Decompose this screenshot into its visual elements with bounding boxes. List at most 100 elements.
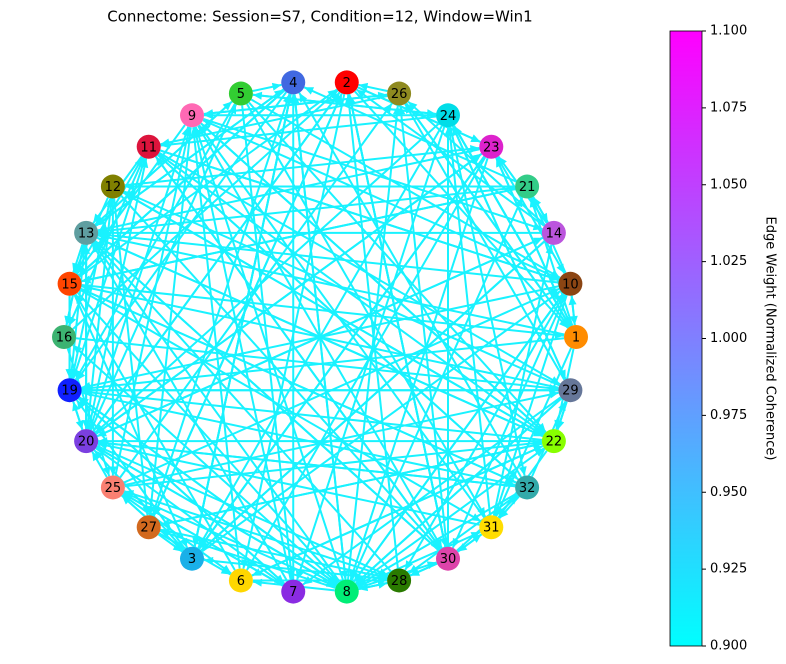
edge-arrow (470, 134, 481, 142)
edge (92, 91, 341, 433)
node (180, 546, 204, 571)
edge-arrow (273, 576, 284, 585)
edge-arrow (533, 446, 543, 454)
edge (354, 90, 569, 329)
edge (78, 88, 338, 278)
edge-arrow (327, 576, 338, 585)
node-label: 32 (519, 481, 536, 496)
edge (246, 103, 487, 518)
node (228, 81, 253, 106)
node-label: 3 (188, 552, 196, 567)
edge (203, 118, 543, 231)
edge-arrow (444, 127, 452, 137)
edge (347, 105, 399, 580)
edge (194, 126, 345, 581)
node-label: 11 (140, 140, 157, 155)
node-label: 24 (440, 109, 457, 124)
edge-arrow (554, 293, 564, 304)
edge-arrow (68, 316, 77, 327)
node-label: 31 (483, 521, 500, 536)
edge (252, 93, 437, 116)
edge-arrow (549, 273, 559, 282)
edge-arrow (534, 425, 545, 435)
edge-arrow (221, 564, 232, 574)
edge-arrow (434, 538, 442, 549)
edge-arrow (75, 419, 84, 430)
node-label: 14 (546, 226, 563, 241)
edge (81, 284, 565, 337)
edge-arrow (93, 242, 102, 253)
edge (197, 125, 443, 549)
edge-arrow (471, 153, 482, 163)
edge (97, 441, 516, 488)
edge (97, 186, 516, 233)
node (74, 429, 99, 454)
edge (94, 240, 440, 552)
colorbar-tick-label: 0.925 (710, 562, 747, 577)
edge (75, 399, 186, 550)
edge-arrow (78, 398, 88, 408)
node (281, 70, 306, 95)
node (57, 271, 82, 296)
node-label: 21 (519, 180, 536, 195)
edge-arrow (426, 109, 437, 118)
edge (113, 198, 149, 516)
node-label: 26 (391, 87, 408, 102)
node-label: 6 (237, 574, 245, 589)
edge (81, 391, 516, 486)
colorbar-tick-label: 0.975 (710, 408, 747, 423)
edge (407, 100, 546, 226)
edge-arrow (98, 439, 108, 448)
edge (88, 126, 190, 431)
node (136, 134, 161, 159)
edge (408, 493, 518, 575)
node (334, 70, 359, 95)
node (479, 515, 504, 540)
node (57, 378, 82, 403)
edge-arrow (271, 82, 282, 91)
node (228, 568, 253, 593)
edge-arrow (241, 559, 250, 569)
edge (355, 88, 545, 227)
node-label: 8 (343, 585, 351, 600)
edge-arrow (356, 89, 367, 98)
colorbar-tick-label: 1.025 (710, 254, 747, 269)
edge-arrow (556, 419, 565, 430)
edge-arrow (430, 540, 440, 550)
node-label: 22 (546, 435, 563, 450)
edge (92, 241, 341, 583)
node (541, 220, 566, 245)
edge (353, 292, 565, 583)
edge-arrow (92, 451, 101, 462)
edge (93, 241, 392, 573)
edge (494, 294, 568, 517)
node-label: 23 (483, 140, 500, 155)
edge (302, 396, 562, 586)
edge (74, 103, 236, 381)
edge (156, 154, 519, 481)
edge-arrow (97, 237, 107, 246)
edge (95, 152, 483, 435)
node (436, 103, 460, 128)
edge (75, 91, 287, 382)
node (136, 515, 161, 540)
edge (122, 493, 232, 575)
node-label: 27 (140, 521, 157, 536)
edge-arrow (304, 87, 315, 95)
node-label: 29 (562, 384, 579, 399)
edge-arrow (198, 538, 206, 549)
edge-arrow (200, 123, 211, 133)
edge (78, 396, 338, 586)
edge-arrow (146, 505, 155, 516)
edge-arrow (426, 561, 437, 569)
edge-arrow (295, 570, 304, 581)
node-label: 20 (78, 435, 95, 450)
node (564, 325, 588, 349)
edge-arrow (457, 543, 468, 552)
edge (120, 194, 441, 551)
node-label: 25 (105, 481, 122, 496)
node (100, 174, 125, 199)
colorbar-tick-label: 1.100 (710, 24, 747, 39)
edge (192, 127, 241, 569)
